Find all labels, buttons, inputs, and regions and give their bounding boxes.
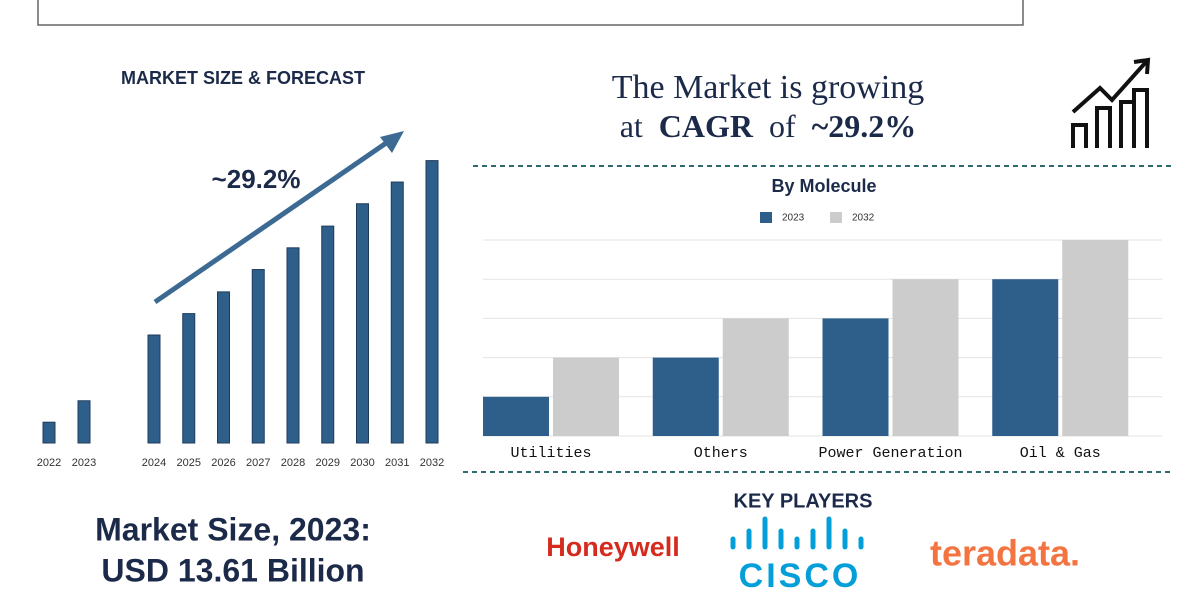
cagr-part: at (620, 108, 643, 144)
bar (321, 225, 335, 444)
growth-arrow (153, 136, 394, 305)
bar (147, 334, 161, 444)
growth-icon (1071, 57, 1151, 148)
x-tick-label: Oil & Gas (1020, 445, 1101, 462)
bar (42, 421, 56, 444)
player-logo: Honeywell (546, 532, 680, 562)
bar (553, 357, 619, 436)
chart-title: By Molecule (771, 176, 876, 196)
legend-label: 2032 (852, 213, 875, 224)
x-tick-label: 2031 (385, 457, 409, 469)
cisco-bars (730, 516, 864, 550)
bar (286, 247, 300, 444)
x-tick-label: 2023 (72, 457, 96, 469)
x-tick-label: 2027 (246, 457, 270, 469)
x-tick-label: 2024 (142, 457, 166, 469)
market-size: USD 13.61 Billion (101, 552, 364, 588)
bar (356, 203, 369, 444)
bar (251, 269, 265, 444)
legend-swatch (830, 212, 842, 223)
bar (182, 313, 196, 444)
arrow-head (380, 131, 404, 153)
cagr-text: The Market is growing (612, 69, 925, 106)
cagr-part: CAGR (659, 108, 754, 144)
banner-box (37, 0, 1024, 26)
x-tick-label: Utilities (510, 445, 591, 462)
x-tick-label: 2025 (177, 457, 201, 469)
bar (722, 318, 789, 436)
legend-swatch (760, 212, 772, 223)
annotation: ~29.2% (212, 164, 301, 194)
player-logo: teradata. (930, 533, 1080, 574)
bar (652, 357, 719, 436)
chart-title: MARKET SIZE & FORECAST (121, 68, 365, 88)
x-tick-label: 2029 (316, 457, 340, 469)
x-tick-label: 2030 (350, 457, 374, 469)
bar (77, 400, 91, 444)
bar (483, 396, 549, 436)
x-tick-label: 2022 (37, 457, 61, 469)
legend-label: 2023 (782, 213, 805, 224)
market-size: Market Size, 2023: (95, 511, 371, 547)
x-tick-label: 2026 (211, 457, 235, 469)
bar (822, 318, 889, 436)
cagr-part: of (769, 108, 796, 144)
x-tick-label: Others (694, 445, 748, 462)
bar (1062, 240, 1129, 436)
bar (992, 279, 1059, 436)
x-tick-label: 2032 (420, 457, 444, 469)
cagr-part: ~29.2% (812, 108, 917, 144)
bar (425, 160, 439, 444)
bar (390, 181, 404, 444)
player-logo: CISCO (739, 557, 862, 595)
bar (217, 291, 230, 444)
x-tick-label: Power Generation (818, 445, 962, 462)
bar (892, 279, 959, 436)
cagr-text: at CAGR of ~29.2% (620, 108, 917, 144)
key-players-title: KEY PLAYERS (734, 490, 873, 512)
x-tick-label: 2028 (281, 457, 305, 469)
